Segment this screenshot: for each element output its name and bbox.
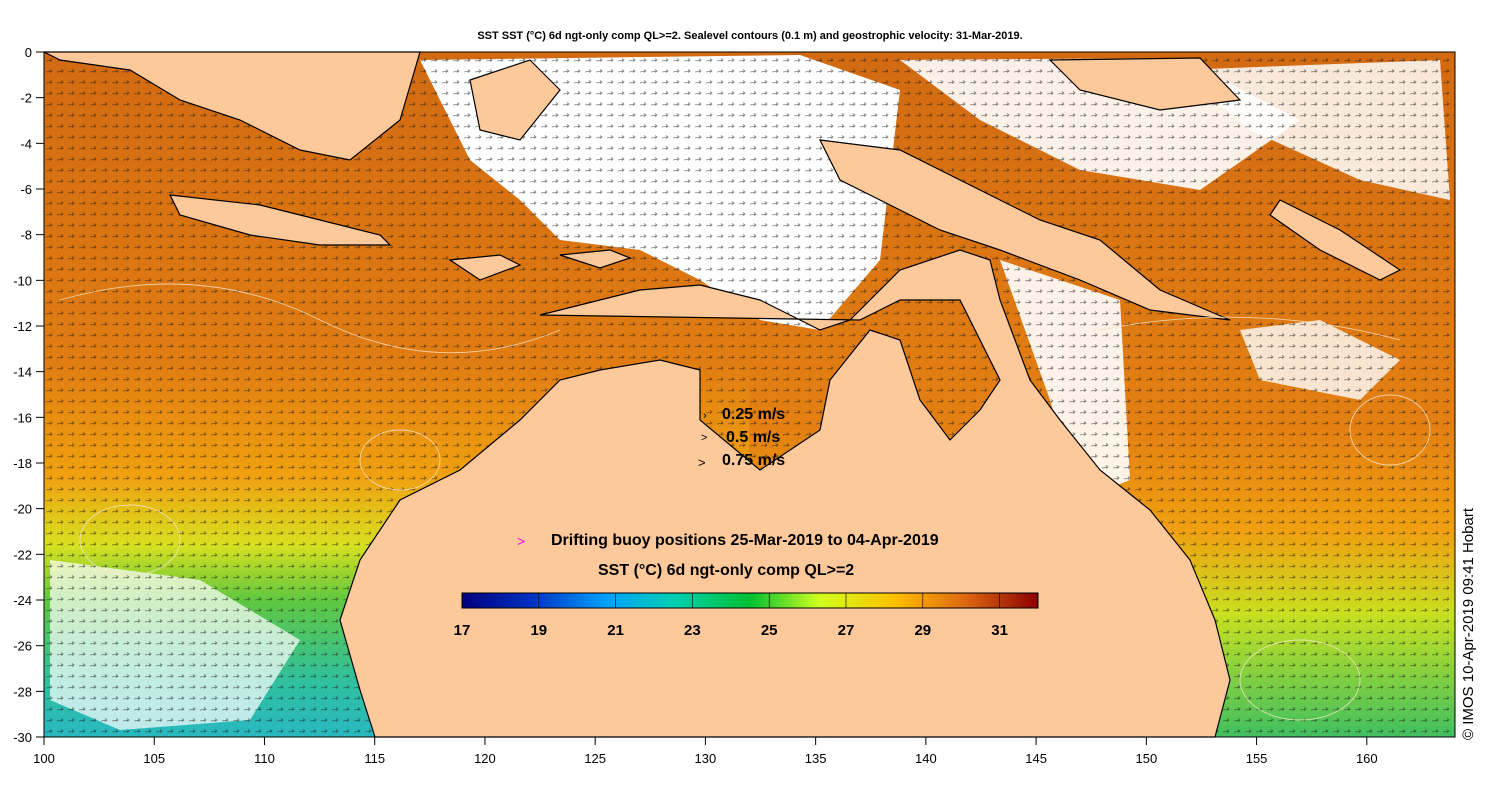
credit-text: © IMOS 10-Apr-2019 09:41 Hobart xyxy=(1460,507,1477,740)
x-tick-label: 145 xyxy=(1025,751,1047,766)
map-plot-area xyxy=(43,51,1456,738)
y-tick-label: -22 xyxy=(13,547,32,562)
x-tick-label: 120 xyxy=(474,751,496,766)
latitude-axis: 0 -2 -4 -6 -8 -10 -12 -14 -16 -18 -20 -22 -24 -26 -28 -… xyxy=(13,45,44,745)
x-tick-label: 140 xyxy=(915,751,937,766)
x-tick-label: 115 xyxy=(364,751,385,766)
y-tick-label: -14 xyxy=(13,365,32,380)
map-title: SST SST (°C) 6d ngt-only comp QL>=2. Sea… xyxy=(477,30,1023,42)
buoy-legend-label: Drifting buoy positions 25-Mar-2019 to 0… xyxy=(551,532,939,549)
colorbar-tick-label: 25 xyxy=(761,622,778,639)
colorbar: 17 19 21 23 25 27 29 31 xyxy=(454,592,1039,639)
y-tick-label: 0 xyxy=(25,45,32,60)
x-tick-label: 135 xyxy=(805,751,827,766)
colorbar-tick-label: 23 xyxy=(684,622,701,639)
x-tick-label: 125 xyxy=(584,751,606,766)
velocity-arrow-icon: > xyxy=(701,432,708,444)
longitude-axis: 100 105 110 115 120 125 130 135 140 145 150 155 160 xyxy=(33,737,1378,766)
y-tick-label: -20 xyxy=(13,502,32,517)
y-tick-label: -10 xyxy=(13,273,32,288)
colorbar-tick-label: 21 xyxy=(607,622,624,639)
colorbar-tick-label: 19 xyxy=(530,622,547,639)
velocity-legend-1: 0.5 m/s xyxy=(726,429,781,446)
velocity-arrow-icon: > xyxy=(698,455,706,470)
y-tick-label: -6 xyxy=(20,182,32,197)
y-tick-label: -2 xyxy=(20,91,32,106)
velocity-arrow-icon: › xyxy=(703,410,707,422)
colorbar-tick-label: 17 xyxy=(454,622,471,639)
y-tick-label: -18 xyxy=(13,456,32,471)
x-tick-label: 130 xyxy=(695,751,717,766)
velocity-legend-0: 0.25 m/s xyxy=(722,406,786,423)
y-tick-label: -8 xyxy=(20,228,32,243)
x-tick-label: 105 xyxy=(143,751,165,766)
colorbar-tick-label: 27 xyxy=(838,622,855,639)
land-masses xyxy=(43,51,1402,738)
sealevel-contours xyxy=(59,283,1431,721)
y-tick-label: -4 xyxy=(20,136,32,151)
colorbar-tick-label: 31 xyxy=(991,622,1008,639)
y-tick-label: -24 xyxy=(13,593,32,608)
x-tick-label: 160 xyxy=(1356,751,1378,766)
y-tick-label: -16 xyxy=(13,410,32,425)
y-tick-label: -12 xyxy=(13,319,32,334)
y-tick-label: -30 xyxy=(13,730,32,745)
x-tick-label: 150 xyxy=(1135,751,1157,766)
y-tick-label: -28 xyxy=(13,684,32,699)
x-tick-label: 110 xyxy=(254,751,275,766)
y-tick-label: -26 xyxy=(13,639,32,654)
x-tick-label: 155 xyxy=(1246,751,1268,766)
velocity-legend-2: 0.75 m/s xyxy=(722,452,786,469)
colorbar-title: SST (°C) 6d ngt-only comp QL>=2 xyxy=(598,562,855,579)
buoy-marker-icon: > xyxy=(517,533,526,549)
x-tick-label: 100 xyxy=(33,751,55,766)
colorbar-tick-label: 29 xyxy=(914,622,931,639)
